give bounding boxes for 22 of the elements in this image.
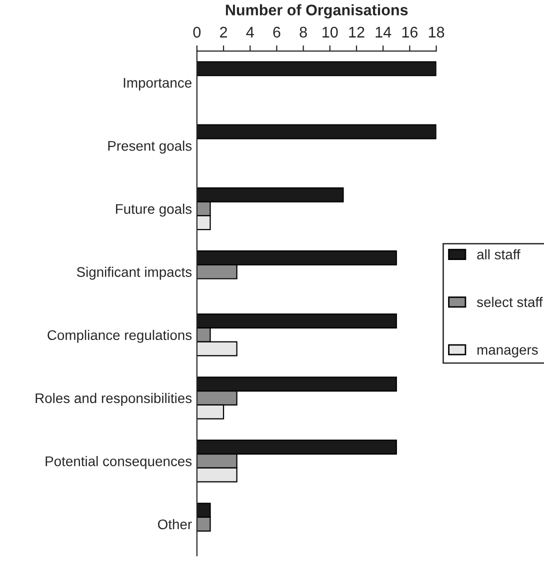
legend-label: select staff (476, 296, 543, 308)
x-tick-label: 18 (428, 26, 444, 38)
x-tick-label: 0 (193, 26, 201, 38)
y-tick-label: Present goals (108, 140, 192, 154)
x-tick-label: 4 (246, 26, 254, 38)
y-tick-label: Future goals (116, 204, 192, 217)
y-tick-label: Potential consequences (46, 456, 192, 469)
x-tick-label: 12 (349, 26, 364, 38)
x-axis-title: Number of Organisations (226, 4, 408, 18)
y-tick-label: Other (158, 519, 192, 530)
x-tick-label: 8 (300, 26, 307, 38)
x-tick-label: 16 (402, 26, 418, 38)
legend-label: all staff (477, 249, 520, 260)
x-tick-label: 2 (220, 26, 228, 38)
legend-label: managers (477, 347, 538, 358)
y-tick-label: Compliance regulations (48, 330, 192, 343)
y-tick-label: Roles and responsibilities (36, 392, 192, 406)
x-tick-label: 6 (273, 26, 280, 38)
x-tick-label: 10 (322, 26, 338, 38)
y-tick-label: Importance (124, 78, 192, 90)
y-tick-label: Significant impacts (76, 266, 192, 280)
x-tick-label: 14 (376, 26, 392, 38)
